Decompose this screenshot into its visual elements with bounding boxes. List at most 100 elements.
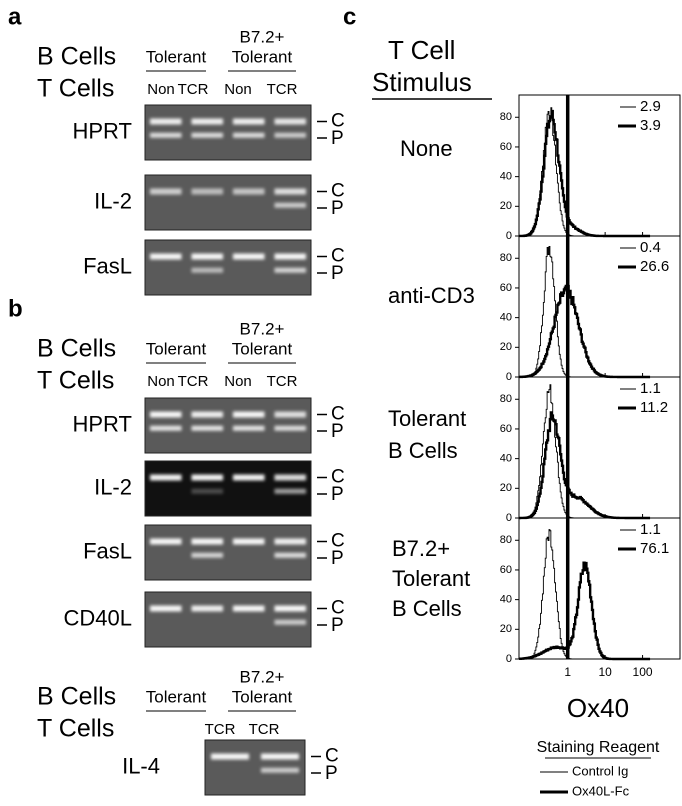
gel bbox=[204, 739, 306, 796]
stimulus-label: B Cells bbox=[388, 438, 458, 463]
panel-label: b bbox=[8, 295, 23, 322]
row-label: B Cells bbox=[37, 335, 116, 363]
band bbox=[232, 411, 265, 418]
band-label: C bbox=[331, 111, 345, 132]
band-label: C bbox=[331, 246, 345, 267]
row-label: B Cells bbox=[37, 683, 116, 711]
gel-label: HPRT bbox=[73, 118, 133, 143]
y-tick-label: 0 bbox=[506, 230, 512, 242]
y-tick-label: 40 bbox=[500, 171, 512, 183]
band bbox=[149, 253, 182, 260]
group-label: Tolerant bbox=[146, 339, 207, 358]
band bbox=[149, 132, 182, 138]
stimulus-label: None bbox=[400, 136, 453, 161]
band bbox=[191, 411, 224, 418]
row-label: T Cells bbox=[37, 715, 114, 743]
band bbox=[149, 411, 182, 418]
band-label: C bbox=[331, 404, 345, 425]
band bbox=[274, 552, 307, 558]
group-label: Tolerant bbox=[146, 687, 207, 706]
lane-label: TCR bbox=[205, 721, 236, 738]
histogram-curve bbox=[518, 561, 651, 661]
legend-value: 76.1 bbox=[640, 540, 669, 557]
legend-value: 0.4 bbox=[640, 239, 661, 256]
x-tick-label: 1 bbox=[564, 665, 571, 679]
lane-label: Non bbox=[224, 81, 252, 98]
band bbox=[232, 118, 265, 125]
band bbox=[149, 118, 182, 125]
band bbox=[149, 538, 182, 545]
stimulus-label: anti-CD3 bbox=[388, 283, 475, 308]
x-tick-label: 10 bbox=[598, 665, 612, 679]
gel bbox=[144, 397, 312, 454]
band bbox=[191, 267, 224, 273]
group-label: B7.2+ bbox=[240, 27, 285, 46]
gel-label: IL-2 bbox=[94, 474, 132, 499]
band bbox=[274, 188, 307, 195]
band bbox=[149, 474, 182, 481]
y-tick-label: 40 bbox=[500, 312, 512, 324]
band bbox=[261, 753, 299, 760]
y-tick-label: 0 bbox=[506, 512, 512, 524]
legend-value: 26.6 bbox=[640, 258, 669, 275]
band-label: C bbox=[331, 598, 345, 619]
legend-value: 11.2 bbox=[640, 399, 668, 416]
band bbox=[274, 538, 307, 545]
group-label: Tolerant bbox=[232, 687, 293, 706]
panel-label: c bbox=[343, 3, 356, 30]
band bbox=[232, 132, 265, 138]
band bbox=[191, 425, 224, 431]
heading: Stimulus bbox=[372, 67, 472, 97]
lane-label: TCR bbox=[178, 373, 209, 390]
y-tick-label: 40 bbox=[500, 453, 512, 465]
band bbox=[191, 552, 224, 558]
band bbox=[261, 767, 299, 773]
gel-label: CD40L bbox=[64, 605, 132, 630]
panel-label: a bbox=[8, 3, 22, 30]
lane-label: TCR bbox=[267, 81, 298, 98]
row-label: T Cells bbox=[37, 367, 114, 395]
band-label: C bbox=[331, 467, 345, 488]
band-label: P bbox=[331, 615, 344, 636]
y-tick-label: 60 bbox=[500, 141, 512, 153]
legend-title: Staining Reagent bbox=[537, 739, 660, 756]
band bbox=[191, 132, 224, 138]
lane-label: TCR bbox=[249, 721, 280, 738]
band bbox=[211, 753, 249, 760]
stimulus-label: B Cells bbox=[392, 596, 462, 621]
stimulus-label: Tolerant bbox=[388, 406, 466, 431]
band bbox=[191, 538, 224, 545]
band bbox=[191, 253, 224, 260]
group-label: Tolerant bbox=[146, 47, 207, 66]
band-label: C bbox=[331, 181, 345, 202]
band bbox=[191, 605, 224, 612]
gel bbox=[144, 239, 312, 296]
band-label: P bbox=[331, 421, 344, 442]
gel-label: IL-4 bbox=[122, 753, 160, 778]
group-label: Tolerant bbox=[232, 47, 293, 66]
band-label: P bbox=[331, 484, 344, 505]
gel bbox=[144, 591, 312, 648]
band bbox=[149, 605, 182, 612]
x-axis-label: Ox40 bbox=[567, 693, 629, 723]
legend-value: 3.9 bbox=[640, 117, 661, 134]
band bbox=[232, 474, 265, 481]
band bbox=[274, 411, 307, 418]
band bbox=[232, 538, 265, 545]
band bbox=[274, 253, 307, 260]
stimulus-label: Tolerant bbox=[392, 566, 470, 591]
band bbox=[191, 474, 224, 481]
y-tick-label: 20 bbox=[500, 623, 512, 635]
gel bbox=[144, 174, 312, 231]
lane-label: TCR bbox=[178, 81, 209, 98]
band bbox=[274, 605, 307, 612]
gel-label: FasL bbox=[83, 538, 132, 563]
band bbox=[274, 425, 307, 431]
band bbox=[191, 188, 224, 195]
heading: T Cell bbox=[388, 35, 455, 65]
y-tick-label: 20 bbox=[500, 341, 512, 353]
x-tick-label: 100 bbox=[633, 665, 653, 679]
gel bbox=[144, 104, 312, 161]
histogram-curve bbox=[518, 109, 651, 238]
